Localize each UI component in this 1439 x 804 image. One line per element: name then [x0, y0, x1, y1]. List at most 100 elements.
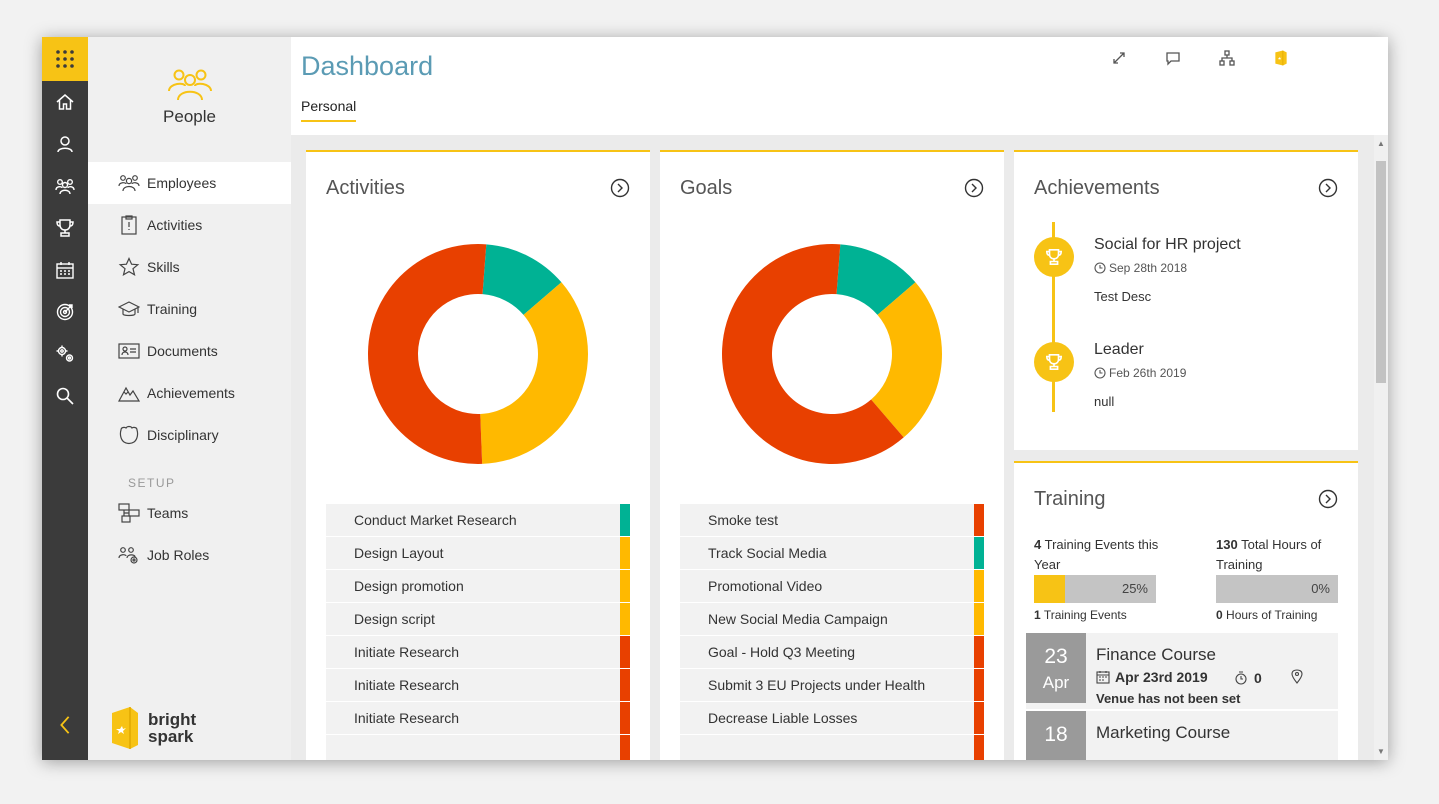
people-icon[interactable]: [42, 165, 88, 207]
list-item[interactable]: Decrease Liable Losses: [680, 702, 984, 735]
list-item[interactable]: Design Layout: [326, 537, 630, 570]
list-item[interactable]: Conduct Market Research: [326, 504, 630, 537]
list-item-label: Design script: [354, 611, 435, 627]
sidebar-item-label: Achievements: [147, 385, 235, 401]
list-item[interactable]: Promotional Video: [680, 570, 984, 603]
list-item[interactable]: Design script: [326, 603, 630, 636]
activities-donut-chart: [367, 244, 588, 464]
sidebar-item-activities[interactable]: Activities: [88, 204, 291, 246]
expand-icon[interactable]: [1092, 47, 1146, 69]
target-icon[interactable]: [42, 291, 88, 333]
list-item[interactable]: Submit 3 EU Projects under Health: [680, 669, 984, 702]
list-item-label: Initiate Research: [354, 710, 460, 726]
status-color-bar: [620, 504, 630, 536]
person-icon[interactable]: [42, 123, 88, 165]
search-icon[interactable]: [42, 375, 88, 417]
status-color-bar: [974, 702, 984, 734]
list-item-label: Design Layout: [354, 545, 444, 561]
card-title: Goals: [680, 177, 733, 199]
course-hours: 0: [1234, 670, 1262, 686]
list-item-label: Initiate Research: [354, 677, 460, 693]
list-item[interactable]: Smoke test: [680, 504, 984, 537]
status-color-bar: [620, 669, 630, 701]
list-item[interactable]: Initiate Research: [326, 702, 630, 735]
course-date-box: 18: [1026, 711, 1086, 760]
trophy-icon[interactable]: [42, 207, 88, 249]
activities-slice-yellow: [480, 282, 588, 464]
sidebar-item-job-roles[interactable]: Job Roles: [88, 534, 291, 576]
course-venue: Venue has not been set: [1096, 691, 1241, 706]
people-section-icon: [167, 69, 212, 101]
achievement-item[interactable]: Leader Feb 26th 2019 null: [1034, 327, 1334, 437]
shield-icon: [119, 425, 139, 445]
trophy-icon: [1034, 237, 1074, 277]
list-item-label: Track Social Media: [708, 545, 827, 561]
course-item[interactable]: 18 Marketing Course: [1026, 711, 1338, 760]
circle-arrow-right-icon[interactable]: [964, 178, 984, 198]
calendar-icon[interactable]: [42, 249, 88, 291]
gears-icon[interactable]: [42, 333, 88, 375]
list-item[interactable]: [680, 735, 984, 760]
scroll-up-icon[interactable]: ▲: [1377, 139, 1385, 148]
circle-arrow-right-icon[interactable]: [610, 178, 630, 198]
status-color-bar: [620, 636, 630, 668]
hours-done-label: Hours of Training completed: [1226, 608, 1318, 622]
sidebar-item-skills[interactable]: Skills: [88, 246, 291, 288]
sidebar: People Employees Activities Skills Train…: [88, 37, 291, 760]
sidebar-nav: Employees Activities Skills Training Doc…: [88, 162, 291, 576]
dashboard-content: Activities Conduct Market Research Design…: [291, 135, 1388, 760]
list-item-label: New Social Media Campaign: [708, 611, 888, 627]
list-item[interactable]: Goal - Hold Q3 Meeting: [680, 636, 984, 669]
sidebar-item-teams[interactable]: Teams: [88, 492, 291, 534]
training-card: Training 4 Training Events this Year 25%…: [1014, 461, 1358, 760]
bright-spark-avatar-icon[interactable]: [1254, 47, 1308, 69]
list-item[interactable]: New Social Media Campaign: [680, 603, 984, 636]
sidebar-item-label: Teams: [147, 505, 189, 521]
achievement-item[interactable]: Social for HR project Sep 28th 2018 Test…: [1034, 222, 1334, 332]
goals-slice-teal: [836, 244, 916, 315]
sidebar-item-training[interactable]: Training: [88, 288, 291, 330]
hours-progress-pct: 0%: [1311, 581, 1330, 596]
goals-list: Smoke test Track Social Media Promotional …: [680, 504, 984, 760]
sidebar-item-label: Job Roles: [147, 547, 210, 563]
sidebar-item-employees[interactable]: Employees: [88, 162, 291, 204]
events-completed: 1 Training Events completed: [1034, 605, 1159, 625]
scroll-down-icon[interactable]: ▼: [1377, 747, 1385, 756]
hours-completed: 0 Hours of Training completed: [1216, 605, 1341, 625]
tab-personal[interactable]: Personal: [301, 98, 357, 122]
scrollbar-thumb[interactable]: [1376, 161, 1386, 383]
section-title: People: [163, 107, 216, 126]
id-card-icon: [118, 343, 140, 359]
sidebar-item-label: Activities: [147, 217, 203, 233]
achievement-date-text: Feb 26th 2019: [1109, 366, 1187, 380]
chevron-left-icon[interactable]: [42, 705, 88, 745]
list-item[interactable]: Initiate Research: [326, 669, 630, 702]
vertical-scrollbar[interactable]: ▲ ▼: [1374, 135, 1388, 760]
chat-icon[interactable]: [1146, 47, 1200, 69]
course-name: Finance Course: [1096, 645, 1217, 664]
apps-grid-icon[interactable]: [42, 37, 88, 81]
status-color-bar: [974, 504, 984, 536]
sidebar-item-documents[interactable]: Documents: [88, 330, 291, 372]
achievements-timeline: [1052, 222, 1055, 412]
circle-arrow-right-icon[interactable]: [1318, 178, 1338, 198]
course-item[interactable]: 23 Apr Finance Course Apr 23rd 2019 0 Ve…: [1026, 633, 1338, 709]
section-header: People: [88, 37, 291, 157]
list-item[interactable]: Initiate Research: [326, 636, 630, 669]
timer-icon: [1235, 671, 1247, 685]
list-item[interactable]: [326, 735, 630, 760]
location-pin-icon: [1291, 669, 1303, 684]
list-item[interactable]: Design promotion: [326, 570, 630, 603]
star-icon: [118, 257, 140, 277]
list-item[interactable]: Track Social Media: [680, 537, 984, 570]
sidebar-item-achievements[interactable]: Achievements: [88, 372, 291, 414]
home-icon[interactable]: [42, 81, 88, 123]
goals-slice-yellow: [871, 282, 942, 438]
status-color-bar: [974, 669, 984, 701]
hierarchy-icon[interactable]: [1200, 47, 1254, 69]
list-item-label: Design promotion: [354, 578, 464, 594]
circle-arrow-right-icon[interactable]: [1318, 489, 1338, 509]
course-date-text: Apr 23rd 2019: [1115, 669, 1208, 685]
hours-done-count: 0: [1216, 608, 1223, 622]
sidebar-item-disciplinary[interactable]: Disciplinary: [88, 414, 291, 456]
